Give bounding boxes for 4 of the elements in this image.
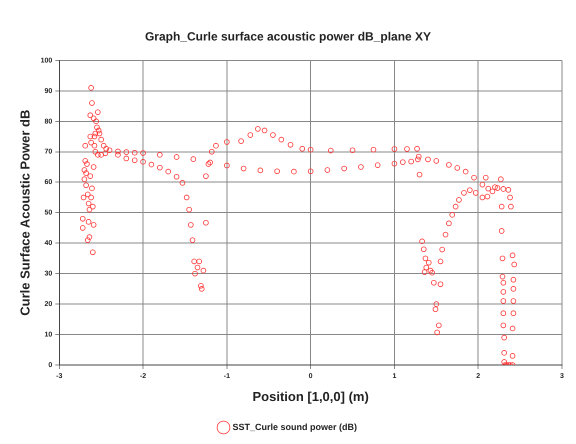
x-axis-title: Position [1,0,0] (m) xyxy=(252,388,369,404)
chart-title: Graph_Curle surface acoustic power dB_plane XY xyxy=(144,30,432,44)
legend-label: SST_Curle sound power (dB) xyxy=(232,422,358,432)
y-axis-title: Curle Surface Acoustic Power dB xyxy=(17,110,32,316)
